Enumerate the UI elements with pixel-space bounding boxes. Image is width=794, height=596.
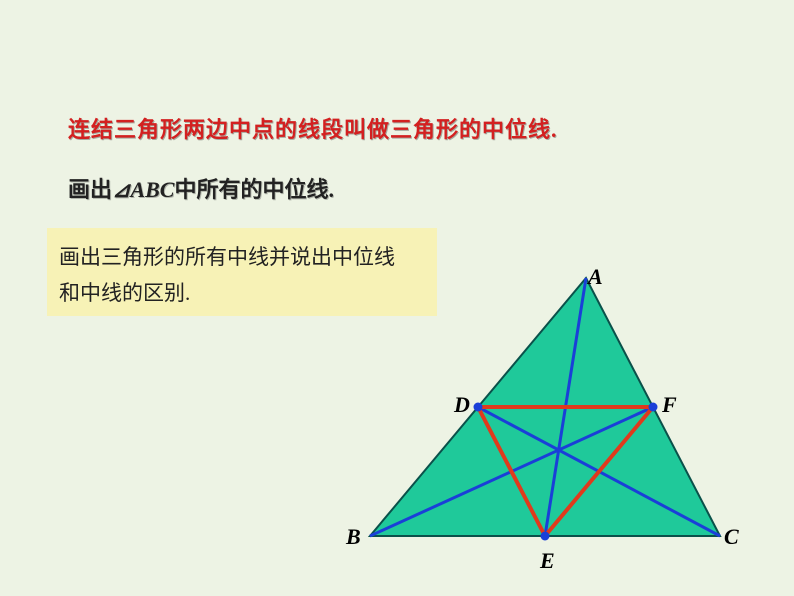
subtitle-triangle: ⊿ABC [112,177,174,202]
subtitle-post: 中所有的中位线. [174,177,334,202]
vertex-label-D: D [454,392,470,418]
triangle-diagram [330,258,750,568]
vertex-label-F: F [662,392,677,418]
vertex-label-C: C [724,524,739,550]
midpoint-E [541,532,550,541]
title-text: 连结三角形两边中点的线段叫做三角形的中位线. [68,112,558,144]
vertex-label-A: A [588,264,603,290]
subtitle-pre: 画出 [68,177,112,202]
subtitle-text: 画出⊿ABC中所有的中位线. [68,172,334,204]
midpoint-F [649,403,658,412]
vertex-label-B: B [346,524,361,550]
midpoint-D [474,403,483,412]
vertex-label-E: E [540,548,555,574]
